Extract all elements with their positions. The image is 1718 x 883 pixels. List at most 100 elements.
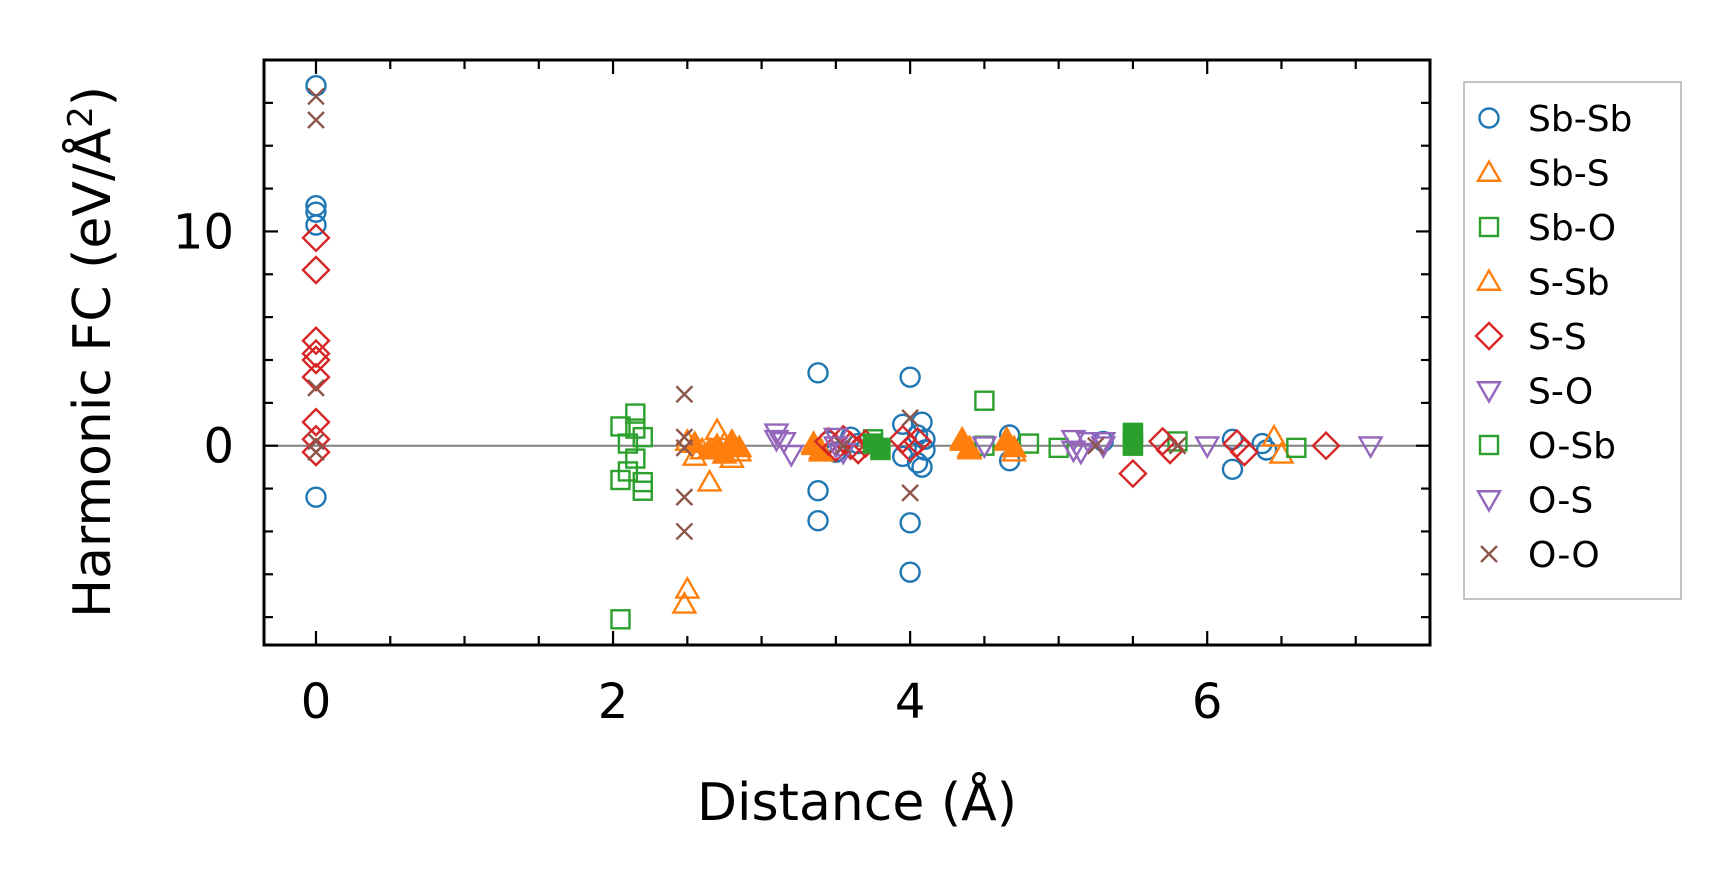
legend-entry: S-Sb — [1475, 263, 1610, 304]
legend-label: S-Sb — [1528, 263, 1610, 304]
data-point — [675, 488, 694, 506]
data-point — [1018, 433, 1040, 454]
data-point — [675, 522, 694, 541]
data-point — [1194, 436, 1221, 460]
data-point — [301, 437, 331, 467]
series-Sb-O — [610, 390, 1307, 630]
data-point — [902, 426, 933, 457]
data-point — [301, 362, 331, 392]
legend-marker — [1475, 490, 1503, 513]
data-point — [1168, 436, 1187, 455]
data-point — [726, 434, 753, 458]
data-point — [307, 432, 325, 451]
data-point — [675, 439, 694, 457]
data-point — [617, 461, 639, 482]
legend-label: O-Sb — [1528, 426, 1616, 467]
data-point — [301, 326, 331, 356]
data-point — [305, 214, 327, 236]
legend-label: Sb-O — [1528, 208, 1616, 249]
data-point — [899, 366, 921, 388]
legend-entry: S-O — [1475, 372, 1593, 413]
data-point — [675, 385, 694, 404]
data-point — [911, 456, 933, 478]
legend-label: O-O — [1528, 535, 1600, 576]
data-point — [307, 87, 325, 106]
data-point — [870, 437, 891, 459]
legend-marker — [1478, 107, 1500, 129]
data-point — [1001, 434, 1028, 458]
data-point — [807, 480, 829, 502]
data-point — [696, 468, 723, 492]
data-point — [901, 409, 919, 427]
data-point — [625, 448, 646, 469]
data-point — [974, 390, 995, 411]
data-point — [895, 433, 925, 463]
legend-label: Sb-S — [1528, 154, 1610, 195]
data-point — [617, 433, 639, 454]
legend-label: S-O — [1528, 372, 1593, 413]
legend-entry: O-Sb — [1478, 426, 1616, 467]
data-point — [307, 379, 325, 397]
data-point — [1048, 437, 1069, 459]
data-point — [1067, 442, 1095, 466]
plot-frame — [262, 58, 1432, 647]
series-Sb-Sb — [305, 75, 1278, 583]
legend-marker — [1475, 381, 1503, 404]
series-S-Sb — [681, 425, 1028, 464]
data-point — [1118, 458, 1148, 489]
data-point — [301, 255, 331, 285]
data-point — [1222, 428, 1252, 459]
legend-marker — [1480, 545, 1498, 563]
data-point — [778, 444, 805, 468]
series-Sb-S — [671, 417, 1295, 614]
legend-label: Sb-Sb — [1528, 99, 1632, 140]
legend: Sb-Sb Sb-S Sb-O S-Sb S-S S-O O-Sb O-S O-O — [1463, 81, 1682, 600]
y-tick-label: 10 — [173, 204, 234, 260]
x-tick-label: 4 — [895, 674, 926, 730]
data-point — [1286, 437, 1307, 459]
series-O-Sb — [862, 422, 1144, 459]
data-point — [301, 223, 331, 253]
data-point — [914, 439, 936, 461]
data-point — [1060, 440, 1087, 464]
data-point — [625, 403, 646, 424]
series-S-S — [301, 223, 1341, 489]
data-point — [1167, 431, 1188, 452]
data-point — [834, 436, 853, 455]
legend-entry: O-S — [1475, 481, 1593, 522]
legend-entry: S-S — [1474, 317, 1587, 358]
data-point — [901, 484, 919, 502]
legend-label: O-S — [1528, 481, 1593, 522]
series-O-O — [307, 87, 1187, 541]
x-axis-label: Distance (Å) — [697, 771, 1017, 833]
data-point — [956, 436, 983, 460]
legend-entry: Sb-O — [1478, 208, 1616, 249]
data-point — [1357, 436, 1384, 460]
tick-labels: 0 2 4 6 0 10 — [173, 204, 1223, 730]
data-point — [1260, 423, 1288, 447]
data-point — [305, 201, 327, 223]
data-point — [307, 111, 325, 129]
data-point — [807, 362, 829, 384]
data-point — [632, 426, 653, 448]
legend-marker — [1478, 434, 1500, 456]
data-point — [763, 429, 790, 453]
legend-label: S-S — [1528, 317, 1587, 358]
x-tick-label: 0 — [301, 674, 332, 730]
data-point — [305, 486, 327, 508]
legend-marker — [1475, 268, 1503, 291]
data-point — [836, 431, 866, 461]
data-point — [610, 609, 631, 630]
data-point — [1086, 436, 1105, 455]
data-point — [899, 561, 921, 583]
data-point — [1221, 458, 1244, 480]
data-point — [301, 345, 331, 375]
x-tick-label: 2 — [598, 674, 629, 730]
data-point — [807, 510, 829, 532]
data-point — [305, 75, 327, 97]
data-points — [301, 75, 1384, 630]
data-point — [899, 512, 921, 534]
data-point — [301, 338, 331, 369]
data-point — [1122, 433, 1144, 454]
legend-marker — [1475, 159, 1503, 182]
